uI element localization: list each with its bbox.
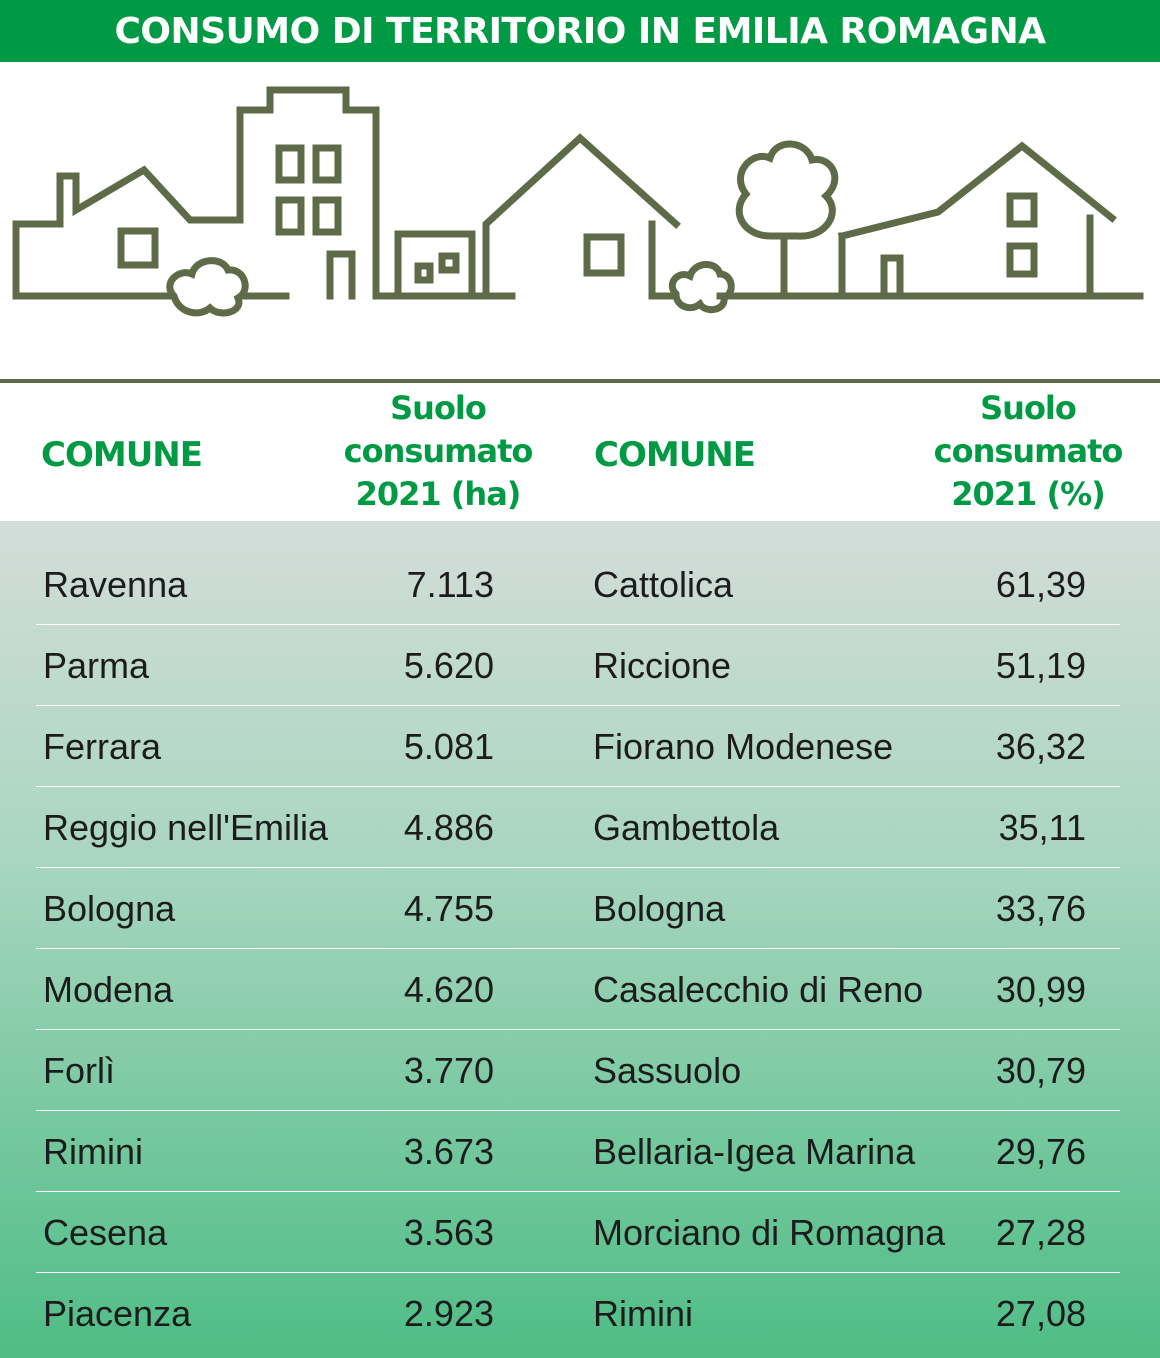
- column-header-suolo-ha: Suolo consumato 2021 (ha): [318, 387, 558, 516]
- suolo-ha-value: 4.620: [403, 969, 494, 1010]
- comune-name: Piacenza: [43, 1293, 192, 1334]
- table-row: Modena 4.620 Casalecchio di Reno 30,99: [36, 950, 1120, 1030]
- suolo-pct-value: 29,76: [995, 1131, 1086, 1172]
- suolo-pct-value: 27,28: [995, 1212, 1086, 1253]
- comune-name: Ravenna: [43, 564, 188, 605]
- table-row: Reggio nell'Emilia 4.886 Gambettola 35,1…: [36, 788, 1120, 868]
- table-row: Piacenza 2.923 Rimini 27,08: [36, 1274, 1120, 1354]
- suolo-pct-value: 30,79: [995, 1050, 1086, 1091]
- comune-name: Riccione: [593, 645, 732, 686]
- table-row: Ravenna 7.113 Cattolica 61,39: [36, 545, 1120, 625]
- suolo-pct-value: 30,99: [995, 969, 1086, 1010]
- table-row: Rimini 3.673 Bellaria-Igea Marina 29,76: [36, 1112, 1120, 1192]
- suolo-pct-value: 35,11: [998, 807, 1086, 848]
- comune-name: Modena: [43, 969, 174, 1010]
- table-body: Ravenna 7.113 Cattolica 61,39 Parma 5.62…: [0, 521, 1160, 1358]
- header-line: Suolo: [980, 389, 1077, 427]
- header-line: 2021 (%): [951, 475, 1106, 513]
- comune-name: Bologna: [593, 888, 726, 929]
- comune-name: Sassuolo: [593, 1050, 742, 1091]
- comune-name: Reggio nell'Emilia: [43, 807, 329, 848]
- row-divider: [36, 1191, 1120, 1192]
- comune-name: Bologna: [43, 888, 176, 929]
- comune-name: Cesena: [43, 1212, 168, 1253]
- suolo-ha-value: 2.923: [403, 1293, 494, 1334]
- row-divider: [36, 1110, 1120, 1111]
- comune-name: Casalecchio di Reno: [593, 969, 924, 1010]
- comune-name: Gambettola: [593, 807, 780, 848]
- comune-name: Rimini: [593, 1293, 694, 1334]
- title-bar: CONSUMO DI TERRITORIO IN EMILIA ROMAGNA: [0, 0, 1160, 62]
- suolo-ha-value: 3.673: [403, 1131, 494, 1172]
- city-skyline-icon: [12, 86, 1144, 317]
- column-header-comune-ha: COMUNE: [41, 435, 203, 475]
- row-divider: [36, 705, 1120, 706]
- comune-name: Forlì: [43, 1050, 115, 1091]
- row-divider: [36, 1272, 1120, 1273]
- suolo-ha-value: 7.113: [406, 564, 494, 605]
- divider: [0, 379, 1160, 383]
- suolo-ha-value: 5.081: [403, 726, 494, 767]
- table-row: Forlì 3.770 Sassuolo 30,79: [36, 1031, 1120, 1111]
- table-row: Ferrara 5.081 Fiorano Modenese 36,32: [36, 707, 1120, 787]
- table-header: COMUNE Suolo consumato 2021 (ha) COMUNE …: [0, 383, 1160, 521]
- suolo-pct-value: 27,08: [995, 1293, 1086, 1334]
- column-header-comune-pct: COMUNE: [594, 435, 756, 475]
- row-divider: [36, 948, 1120, 949]
- suolo-ha-value: 4.755: [403, 888, 494, 929]
- table-row: Bologna 4.755 Bologna 33,76: [36, 869, 1120, 949]
- column-header-suolo-pct: Suolo consumato 2021 (%): [908, 387, 1148, 516]
- header-line: 2021 (ha): [355, 475, 522, 513]
- comune-name: Cattolica: [593, 564, 734, 605]
- header-line: consumato: [343, 432, 534, 470]
- header-line: Suolo: [390, 389, 487, 427]
- table-row: Cesena 3.563 Morciano di Romagna 27,28: [36, 1193, 1120, 1273]
- comune-name: Parma: [43, 645, 150, 686]
- suolo-ha-value: 3.770: [403, 1050, 494, 1091]
- suolo-pct-value: 33,76: [995, 888, 1086, 929]
- suolo-pct-value: 51,19: [995, 645, 1086, 686]
- row-divider: [36, 1029, 1120, 1030]
- table-row: Parma 5.620 Riccione 51,19: [36, 626, 1120, 706]
- page-title: CONSUMO DI TERRITORIO IN EMILIA ROMAGNA: [114, 10, 1046, 52]
- comune-name: Bellaria-Igea Marina: [593, 1131, 916, 1172]
- comune-name: Ferrara: [43, 726, 162, 767]
- suolo-ha-value: 3.563: [403, 1212, 494, 1253]
- header-line: consumato: [933, 432, 1124, 470]
- suolo-ha-value: 4.886: [403, 807, 494, 848]
- suolo-pct-value: 61,39: [995, 564, 1086, 605]
- row-divider: [36, 786, 1120, 787]
- suolo-ha-value: 5.620: [403, 645, 494, 686]
- comune-name: Fiorano Modenese: [593, 726, 894, 767]
- comune-name: Rimini: [43, 1131, 144, 1172]
- comune-name: Morciano di Romagna: [593, 1212, 946, 1253]
- suolo-pct-value: 36,32: [995, 726, 1086, 767]
- row-divider: [36, 867, 1120, 868]
- row-divider: [36, 624, 1120, 625]
